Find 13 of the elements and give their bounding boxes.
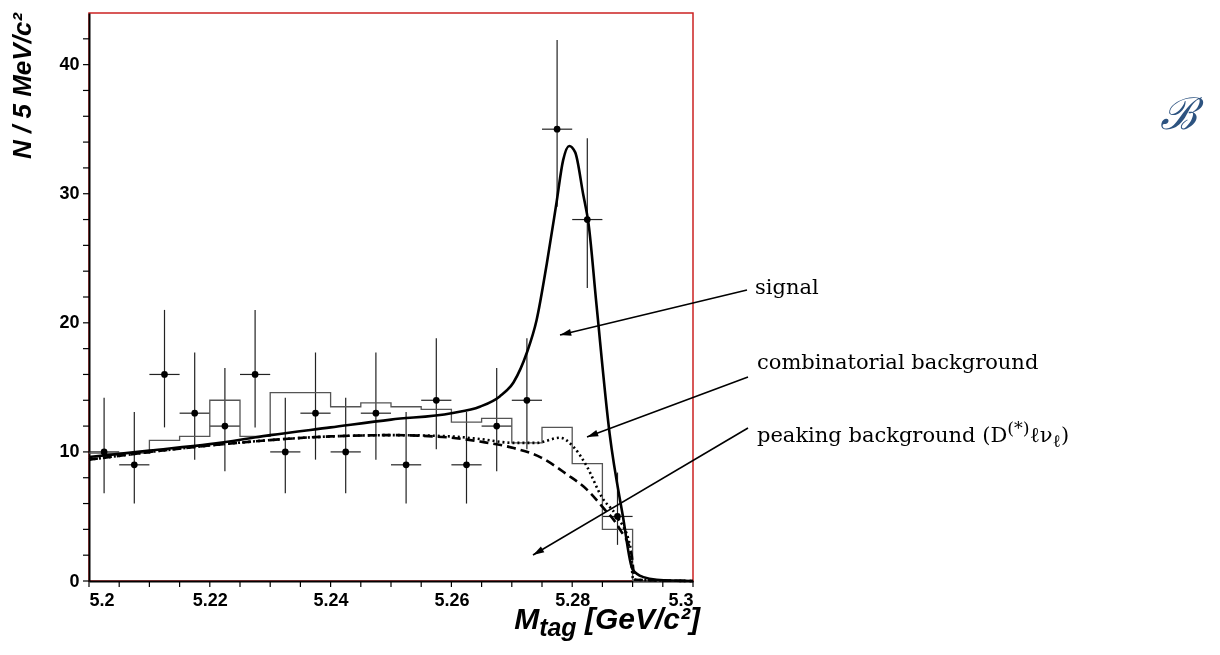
text: signal [755, 275, 819, 299]
x-tick-label: 5.22 [192, 589, 228, 610]
x-tick-label: 5.26 [434, 589, 470, 610]
y-tick-label: 30 [59, 183, 80, 204]
y-tick-label: 10 [59, 441, 80, 462]
text: combinatorial background [757, 350, 1039, 374]
x-tick-label: 5.24 [313, 589, 349, 610]
y-tick-label: 40 [59, 54, 80, 75]
y-tick-label: 20 [59, 312, 80, 333]
x-tick-label: 5.2 [89, 589, 115, 610]
text: peaking background (D$^{(*)}$ℓν$_{ℓ}$) [757, 417, 1070, 453]
y-axis-title: N / 5 MeV/c² [7, 13, 38, 159]
y-tick-label: 0 [69, 570, 80, 591]
